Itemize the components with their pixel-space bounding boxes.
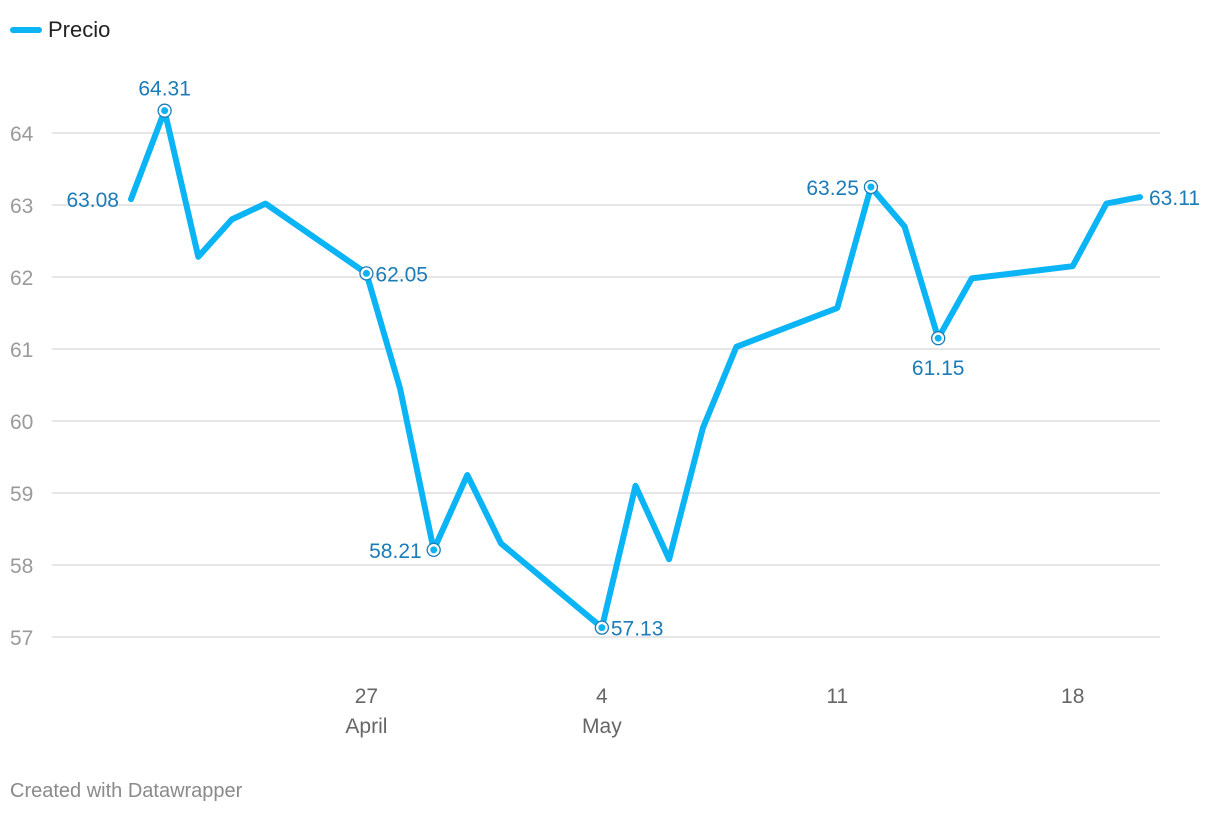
point-marker-dot [430, 546, 438, 554]
series-layer [128, 107, 1143, 631]
x-tick-label: 4 [596, 685, 608, 708]
y-tick-label: 64 [10, 123, 34, 146]
y-tick-label: 61 [10, 339, 33, 362]
y-tick-label: 59 [10, 483, 33, 506]
x-tick-label: 11 [826, 685, 848, 708]
credit-text: Created with Datawrapper [10, 780, 243, 802]
data-label: 63.11 [1149, 187, 1200, 210]
gridlines [52, 132, 1160, 638]
legend-swatch [10, 27, 42, 33]
y-tick-label: 57 [10, 627, 33, 650]
data-label: 63.08 [66, 189, 119, 212]
y-axis-ticks: 57 58 59 60 61 62 63 64 [10, 123, 34, 650]
data-label: 57.13 [611, 618, 664, 641]
point-markers [157, 103, 946, 635]
data-label: 58.21 [369, 540, 422, 563]
x-tick-sublabel: April [345, 715, 387, 738]
x-axis-ticks: 27 April 4 May 11 18 [345, 685, 1084, 738]
x-tick-label: 18 [1061, 685, 1084, 708]
legend-label: Precio [48, 17, 111, 42]
data-label: 64.31 [138, 78, 191, 101]
y-tick-label: 58 [10, 555, 33, 578]
x-tick-label: 27 [355, 685, 378, 708]
series-line-precio [128, 107, 1143, 631]
legend: Precio [10, 16, 110, 44]
data-label: 62.05 [375, 263, 428, 286]
point-marker-dot [598, 624, 606, 632]
y-tick-label: 63 [10, 195, 33, 218]
y-tick-label: 62 [10, 267, 33, 290]
point-marker-dot [362, 269, 370, 277]
data-labels: 63.08 64.31 62.05 58.21 57.13 63.25 61.15 63.11 [66, 78, 1200, 641]
point-marker-dot [867, 183, 875, 191]
point-marker-dot [161, 107, 169, 115]
y-tick-label: 60 [10, 411, 33, 434]
line-chart: 57 58 59 60 61 62 63 64 27 April 4 May 11 18 63.08 64… [10, 78, 1200, 738]
point-marker-dot [934, 334, 942, 342]
x-tick-sublabel: May [582, 715, 622, 738]
data-label: 61.15 [912, 357, 965, 380]
data-label: 63.25 [806, 177, 859, 200]
